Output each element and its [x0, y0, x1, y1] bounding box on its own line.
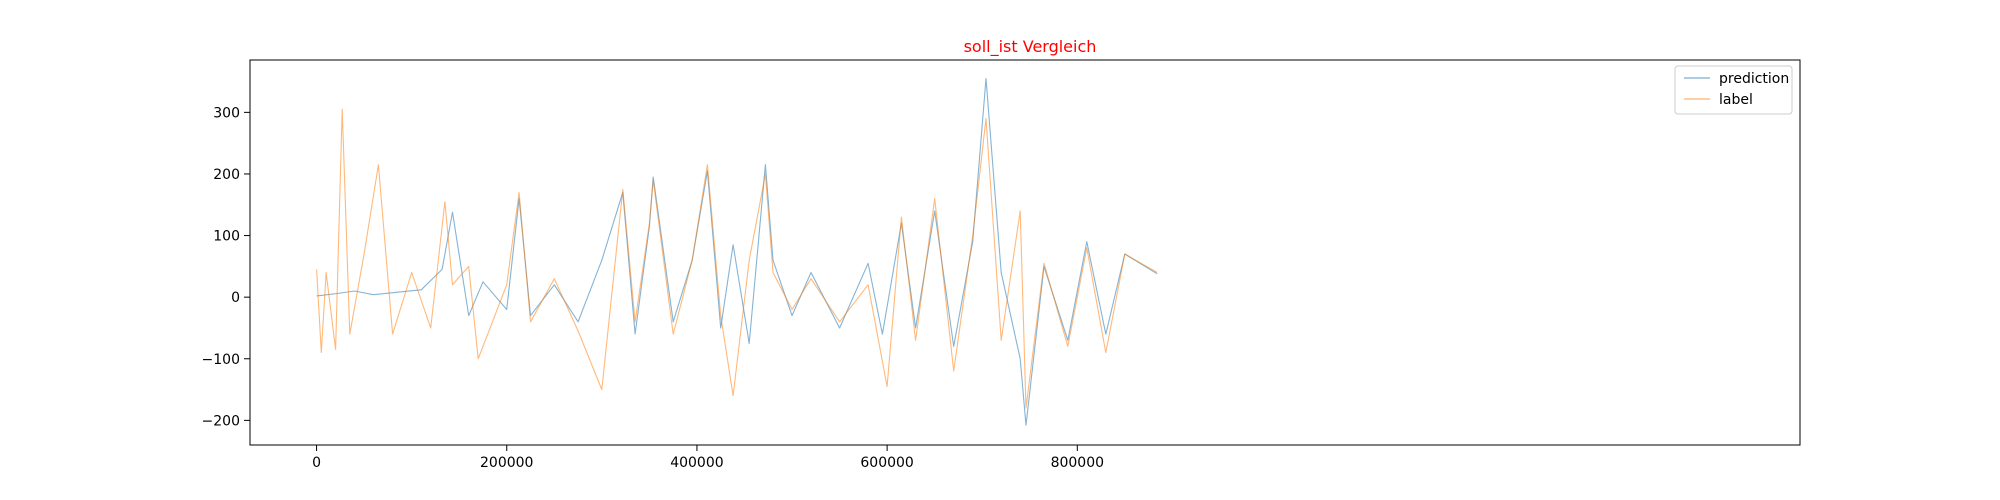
- chart-title: soll_ist Vergleich: [964, 37, 1097, 57]
- legend-label-label: label: [1719, 92, 1753, 108]
- legend: prediction label: [1674, 65, 1793, 115]
- plot-frame: [249, 59, 1801, 446]
- series-line-prediction: [316, 77, 1158, 426]
- x-tick-label: 0: [312, 455, 321, 471]
- x-tick-label: 800000: [1051, 455, 1104, 471]
- x-tick-label: 600000: [860, 455, 913, 471]
- y-tick-label: −200: [202, 413, 240, 429]
- y-tick-label: 0: [231, 290, 240, 306]
- legend-label-prediction: prediction: [1719, 71, 1789, 87]
- y-tick-label: 200: [213, 167, 240, 183]
- series-line-label: [316, 108, 1158, 409]
- y-axis: −200 −100 0 100 200 300: [202, 105, 250, 429]
- y-tick-label: 100: [213, 229, 240, 245]
- y-tick-label: −100: [202, 352, 240, 368]
- series-layer: [316, 77, 1158, 426]
- x-axis: 0 200000 400000 600000 800000: [312, 445, 1104, 471]
- y-tick-label: 300: [213, 105, 240, 121]
- x-tick-label: 200000: [480, 455, 533, 471]
- x-tick-label: 400000: [670, 455, 723, 471]
